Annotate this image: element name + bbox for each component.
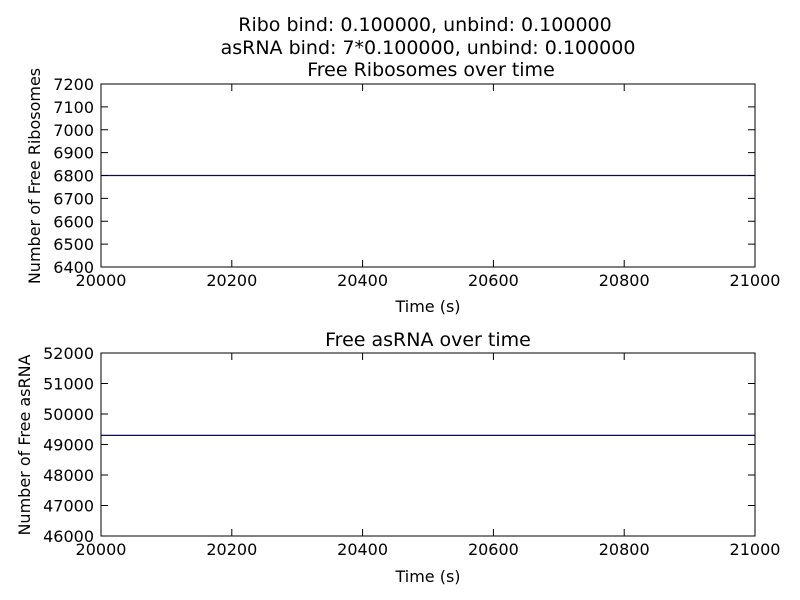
figure-title-line-1: Ribo bind: 0.100000, unbind: 0.100000 <box>238 14 611 36</box>
x-tick-label: 20200 <box>206 271 257 290</box>
x-tick-label: 20800 <box>599 271 650 290</box>
y-tick-label: 6700 <box>53 189 94 208</box>
x-tick-label: 21000 <box>730 271 781 290</box>
x-axis-label: Time (s) <box>394 567 460 586</box>
y-tick-label: 6800 <box>53 167 94 186</box>
y-tick-label: 49000 <box>43 436 94 455</box>
x-tick-label: 20400 <box>337 540 388 559</box>
chart-title: Free asRNA over time <box>325 329 531 351</box>
chart-asrna: Free asRNA over time Time (s) Number of … <box>15 329 780 586</box>
chart-title: Free Ribosomes over time <box>307 59 555 81</box>
plot-frame <box>100 352 756 537</box>
y-tick-label: 6600 <box>53 212 94 231</box>
y-tick-label: 47000 <box>43 497 94 516</box>
y-tick-label: 6400 <box>53 258 94 277</box>
x-tick-label: 20000 <box>76 271 127 290</box>
y-axis-label: Number of Free asRNA <box>15 354 34 535</box>
y-tick-label: 6500 <box>53 235 94 254</box>
figure-title-line-2: asRNA bind: 7*0.100000, unbind: 0.100000 <box>221 37 636 59</box>
y-tick-label: 48000 <box>43 466 94 485</box>
x-tick-label: 20600 <box>468 271 519 290</box>
y-tick-label: 51000 <box>43 375 94 394</box>
x-tick-label: 20200 <box>206 540 257 559</box>
y-tick-label: 7000 <box>53 121 94 140</box>
y-tick-label: 7200 <box>53 75 94 94</box>
x-tick-label: 20800 <box>599 540 650 559</box>
chart-ribosomes: Free Ribosomes over time Time (s) Number… <box>25 59 780 316</box>
x-tick-label: 20000 <box>76 540 127 559</box>
y-tick-label: 52000 <box>43 344 94 363</box>
y-tick-label: 46000 <box>43 527 94 546</box>
x-tick-label: 20400 <box>337 271 388 290</box>
x-tick-label: 21000 <box>730 540 781 559</box>
x-axis-label: Time (s) <box>394 297 460 316</box>
y-tick-label: 50000 <box>43 405 94 424</box>
y-tick-label: 7100 <box>53 98 94 117</box>
y-tick-label: 6900 <box>53 144 94 163</box>
y-axis-label: Number of Free Ribosomes <box>25 68 44 284</box>
x-tick-label: 20600 <box>468 540 519 559</box>
